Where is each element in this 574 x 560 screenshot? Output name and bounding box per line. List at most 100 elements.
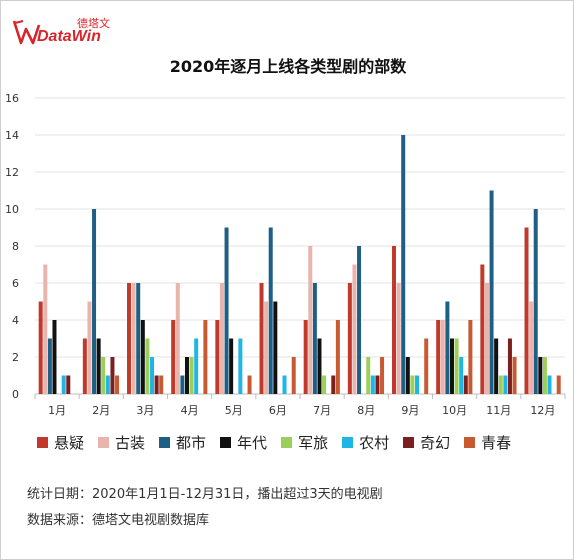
y-tick-label: 4 — [12, 314, 19, 327]
x-tick-label: 3月 — [136, 404, 154, 417]
bar-都市 — [312, 283, 317, 394]
bar-军旅 — [145, 338, 150, 394]
bar-古装 — [219, 283, 224, 394]
legend-label: 悬疑 — [54, 433, 85, 452]
bar-年代 — [52, 320, 57, 394]
y-tick-label: 16 — [5, 92, 19, 105]
bar-奇幻 — [66, 375, 71, 394]
legend-label: 都市 — [176, 433, 207, 452]
y-tick-label: 10 — [5, 203, 19, 216]
bar-奇幻 — [154, 375, 159, 394]
bar-农村 — [415, 375, 420, 394]
chart-title: 2020年逐月上线各类型剧的部数 — [169, 57, 407, 76]
bar-青春 — [335, 320, 340, 394]
bar-军旅 — [454, 338, 459, 394]
legend-swatch — [281, 436, 293, 448]
bar-古装 — [484, 283, 489, 394]
bar-奇幻 — [507, 338, 512, 394]
bar-悬疑 — [524, 227, 529, 394]
y-tick-label: 2 — [12, 351, 19, 364]
legend-item: 古装 — [98, 432, 145, 453]
y-tick-label: 0 — [12, 388, 19, 401]
stat-date-note: 统计日期：2020年1月1日-12月31日，播出超过3天的电视剧 — [27, 487, 383, 502]
bar-年代 — [494, 338, 499, 394]
y-tick-label: 12 — [5, 166, 19, 179]
bar-年代 — [96, 338, 101, 394]
bar-古装 — [43, 264, 48, 394]
bar-都市 — [180, 375, 185, 394]
bar-悬疑 — [171, 320, 176, 394]
bar-农村 — [370, 375, 375, 394]
bar-年代 — [317, 338, 322, 394]
bar-悬疑 — [480, 264, 485, 394]
bar-农村 — [238, 338, 243, 394]
bar-年代 — [273, 301, 278, 394]
x-tick-label: 11月 — [486, 404, 511, 417]
bar-悬疑 — [82, 338, 87, 394]
bar-农村 — [503, 375, 508, 394]
bar-都市 — [489, 190, 494, 394]
bar-青春 — [115, 375, 120, 394]
bar-青春 — [556, 375, 561, 394]
bar-军旅 — [101, 357, 106, 394]
bar-青春 — [159, 375, 164, 394]
bar-古装 — [529, 301, 534, 394]
bar-都市 — [136, 283, 141, 394]
bar-悬疑 — [215, 320, 220, 394]
bar-都市 — [268, 227, 273, 394]
bar-农村 — [194, 338, 199, 394]
x-tick-label: 10月 — [442, 404, 467, 417]
bar-悬疑 — [259, 283, 264, 394]
bar-青春 — [247, 375, 252, 394]
y-tick-label: 6 — [12, 277, 19, 290]
bar-军旅 — [322, 375, 327, 394]
bar-都市 — [357, 246, 362, 394]
bar-奇幻 — [375, 375, 380, 394]
data-source-note: 数据来源：德塔文电视剧数据库 — [27, 513, 210, 528]
x-tick-label: 5月 — [225, 404, 243, 417]
bar-青春 — [512, 357, 517, 394]
bar-都市 — [47, 338, 52, 394]
bar-奇幻 — [331, 375, 336, 394]
legend-item: 农村 — [342, 432, 389, 453]
x-tick-label: 2月 — [92, 404, 110, 417]
bar-古装 — [396, 283, 401, 394]
bar-农村 — [105, 375, 110, 394]
bar-农村 — [150, 357, 155, 394]
bar-古装 — [264, 301, 269, 394]
legend-label: 年代 — [237, 433, 268, 452]
legend-label: 农村 — [359, 433, 390, 452]
bar-农村 — [459, 357, 464, 394]
x-tick-label: 9月 — [401, 404, 419, 417]
legend-item: 奇幻 — [403, 432, 450, 453]
bar-军旅 — [410, 375, 415, 394]
bar-年代 — [405, 357, 410, 394]
legend-swatch — [403, 436, 415, 448]
chart-legend: 悬疑 古装 都市 年代 军旅 农村 奇幻 青春 — [37, 431, 567, 453]
legend-item: 年代 — [220, 432, 267, 453]
bar-都市 — [445, 301, 450, 394]
bar-年代 — [184, 357, 189, 394]
x-tick-label: 7月 — [313, 404, 331, 417]
y-tick-label: 8 — [12, 240, 19, 253]
bar-悬疑 — [392, 246, 397, 394]
bar-青春 — [468, 320, 473, 394]
legend-swatch — [464, 436, 476, 448]
bar-青春 — [380, 357, 385, 394]
bar-悬疑 — [436, 320, 441, 394]
bar-农村 — [547, 375, 552, 394]
bar-年代 — [229, 338, 234, 394]
bar-青春 — [424, 338, 429, 394]
legend-label: 古装 — [115, 433, 146, 452]
legend-swatch — [159, 436, 171, 448]
bar-军旅 — [366, 357, 371, 394]
legend-label: 军旅 — [298, 433, 329, 452]
bar-古装 — [131, 283, 136, 394]
bar-青春 — [203, 320, 208, 394]
bar-奇幻 — [463, 375, 468, 394]
legend-item: 青春 — [464, 432, 511, 453]
bar-古装 — [87, 301, 92, 394]
legend-item: 都市 — [159, 432, 206, 453]
legend-swatch — [220, 436, 232, 448]
bar-军旅 — [189, 357, 194, 394]
